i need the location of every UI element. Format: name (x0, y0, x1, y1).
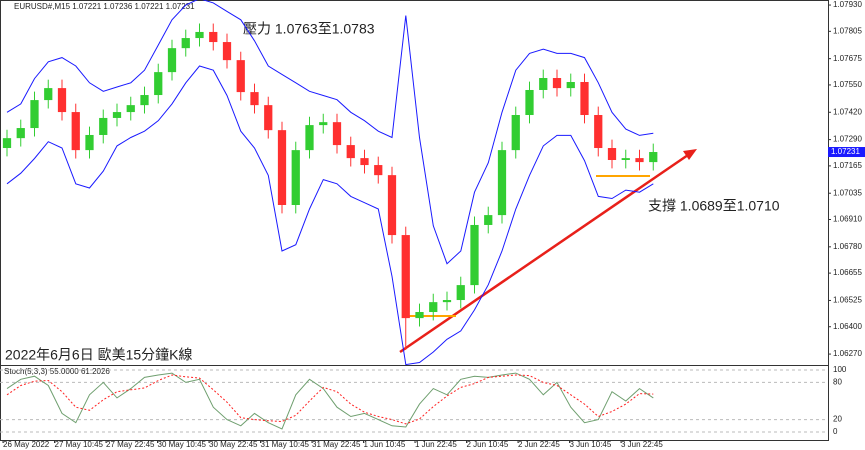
stoch-title: Stoch(5,3,3) 55.0000 61.2026 (4, 367, 110, 376)
candle-body (387, 175, 397, 236)
candle-body (649, 152, 658, 163)
candle-body (635, 158, 644, 163)
last-price-label: 1.07231 (831, 147, 860, 156)
candle-body (346, 145, 355, 159)
candle-body (167, 48, 177, 73)
candle-body (525, 89, 534, 116)
candle-body (552, 78, 562, 89)
candle-body (621, 158, 630, 161)
candle-body (415, 312, 424, 319)
stoch-tick-label: 80 (833, 378, 842, 387)
x-tick-label: 30 May 22:45 (209, 440, 258, 449)
candle-body (594, 115, 603, 149)
candle-body (484, 215, 493, 225)
y-tick-label: 1.07290 (833, 135, 862, 144)
x-tick-label: 1 Jun 10:45 (364, 440, 406, 449)
y-tick-label: 1.06525 (833, 296, 862, 305)
candle-body (360, 158, 369, 166)
x-tick-label: 2 Jun 22:45 (518, 440, 560, 449)
candle-body (30, 100, 39, 129)
candle-body (85, 134, 94, 151)
x-tick-label: 31 May 10:45 (261, 440, 310, 449)
upper-band (6, 0, 654, 265)
x-tick-label: 27 May 22:45 (106, 440, 155, 449)
candle-body (236, 60, 245, 93)
y-tick-label: 1.06400 (833, 322, 862, 331)
candle-body (456, 285, 465, 301)
candle-body (2, 138, 12, 149)
candle-body (319, 122, 328, 126)
candle-body (442, 300, 452, 303)
y-tick-label: 1.07420 (833, 107, 862, 116)
stoch-k (6, 372, 654, 430)
candle-body (181, 38, 190, 49)
annotation: 2022年6月6日 歐美15分鐘K線 (5, 347, 193, 363)
candle-body (57, 88, 67, 113)
y-tick-label: 1.06655 (833, 268, 862, 277)
candle-body (607, 148, 617, 161)
annotation: 壓力 1.0763至1.0783 (243, 21, 375, 37)
candle-body (401, 235, 410, 319)
trend-line (399, 153, 689, 354)
candle-body (291, 150, 300, 205)
y-tick-label: 1.07930 (833, 0, 862, 9)
candle-body (112, 112, 122, 118)
candle-body (250, 92, 259, 106)
y-tick-label: 1.06270 (833, 349, 862, 358)
candle-body (99, 117, 108, 135)
candle-body (580, 81, 589, 116)
x-tick-label: 31 May 22:45 (312, 440, 361, 449)
y-tick-label: 1.06780 (833, 242, 862, 251)
candle-body (511, 115, 520, 151)
stoch-tick-label: 0 (833, 427, 838, 436)
y-tick-label: 1.07675 (833, 54, 862, 63)
stoch-tick-label: 100 (833, 365, 847, 374)
x-tick-label: 3 Jun 22:45 (621, 440, 663, 449)
candle-body (264, 105, 273, 131)
frame (0, 0, 829, 441)
candle-body (222, 42, 232, 61)
trend-arrow (683, 149, 697, 160)
candle-body (126, 105, 135, 113)
chart-title: EURUSD#,M15 1.07221 1.07236 1.07221 1.07… (14, 2, 195, 11)
x-tick-label: 1 Jun 22:45 (415, 440, 457, 449)
candle-body (154, 72, 163, 96)
candle-body (539, 78, 548, 90)
candle-body (566, 81, 575, 89)
candle-body (209, 31, 218, 43)
last-price-box (828, 147, 865, 158)
candle-body (195, 31, 204, 39)
candle-body (374, 165, 383, 176)
candle-body (44, 88, 53, 101)
x-tick-label: 30 May 10:45 (158, 440, 207, 449)
stoch-d (6, 374, 654, 425)
x-tick-label: 3 Jun 10:45 (570, 440, 612, 449)
y-tick-label: 1.07165 (833, 161, 862, 170)
candle-body (140, 95, 149, 106)
lower-band (6, 65, 654, 366)
candle-body (71, 112, 80, 151)
candle-body (305, 125, 314, 151)
candle-body (429, 302, 438, 313)
y-tick-label: 1.07035 (833, 188, 862, 197)
candle-body (277, 130, 287, 205)
y-tick-label: 1.07550 (833, 80, 862, 89)
y-tick-label: 1.07805 (833, 26, 862, 35)
candle-body (332, 122, 342, 146)
x-tick-label: 26 May 2022 (3, 440, 50, 449)
candle-body (470, 224, 479, 286)
x-tick-label: 27 May 10:45 (55, 440, 104, 449)
candle-body (16, 128, 25, 139)
annotation: 支撐 1.0689至1.0710 (648, 198, 780, 214)
x-tick-label: 2 Jun 10:45 (467, 440, 509, 449)
y-tick-label: 1.06910 (833, 215, 862, 224)
candle-body (497, 150, 507, 216)
stoch-tick-label: 20 (833, 415, 842, 424)
